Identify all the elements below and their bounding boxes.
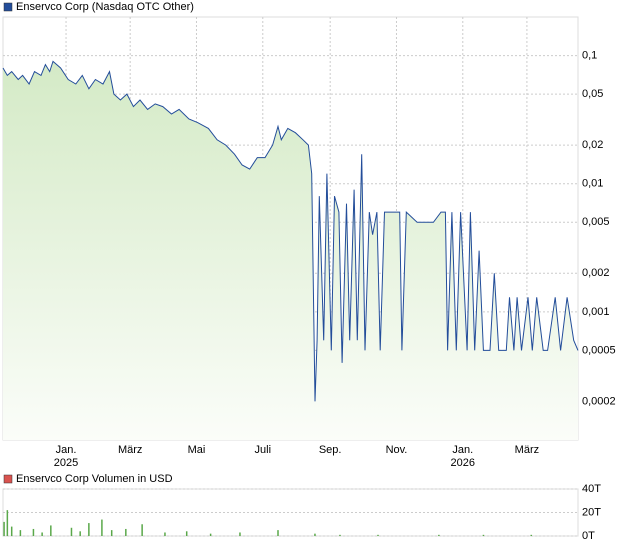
volume-bar xyxy=(314,533,316,536)
volume-bar xyxy=(239,532,241,536)
y-tick-label: 0T xyxy=(582,530,595,542)
volume-bar xyxy=(101,519,103,536)
plot-area xyxy=(2,488,579,537)
y-tick-label: 0,0005 xyxy=(582,344,616,356)
y-tick-label: 0,01 xyxy=(582,178,603,190)
volume-bar xyxy=(70,527,73,536)
volume-bar xyxy=(10,526,13,536)
volume-bar xyxy=(530,534,533,536)
volume-bar xyxy=(6,510,9,536)
y-tick-label: 0,001 xyxy=(582,306,610,318)
y-tick-label: 0,02 xyxy=(582,139,603,151)
volume-bar xyxy=(482,534,485,536)
x-year-label: 2025 xyxy=(54,457,78,469)
volume-bar xyxy=(185,531,188,536)
x-tick-label: Nov. xyxy=(386,444,408,456)
x-tick-label: Jan. xyxy=(452,444,473,456)
x-year-label: 2026 xyxy=(451,457,475,469)
x-tick-label: März xyxy=(515,444,539,456)
x-tick-label: Juli xyxy=(255,444,272,456)
y-tick-label: 0,002 xyxy=(582,267,610,279)
volume-bar xyxy=(50,525,52,536)
volume-bar xyxy=(209,533,212,536)
volume-bar xyxy=(19,530,22,536)
y-tick-label: 40T xyxy=(582,483,601,495)
legend-label: Enservco Corp Volumen in USD xyxy=(16,473,173,485)
price-line xyxy=(2,60,579,402)
y-tick-label: 0,05 xyxy=(582,88,603,100)
volume-bar xyxy=(125,528,127,536)
legend-label: Enservco Corp (Nasdaq OTC Other) xyxy=(16,1,194,13)
legend-swatch xyxy=(3,2,13,12)
volume-bar xyxy=(277,530,279,536)
x-tick-label: Sep. xyxy=(319,444,342,456)
volume-bar xyxy=(164,532,166,536)
volume-bar xyxy=(79,531,81,536)
y-tick-label: 0,0002 xyxy=(582,395,616,407)
volume-bar xyxy=(438,534,440,536)
x-tick-label: Mai xyxy=(188,444,206,456)
volume-bar xyxy=(377,534,379,536)
volume-bar xyxy=(88,523,90,536)
volume-bar xyxy=(32,528,35,536)
volume-bar xyxy=(110,530,113,536)
y-tick-label: 20T xyxy=(582,506,601,518)
volume-bar xyxy=(3,521,5,536)
volume-bar xyxy=(339,534,341,536)
area-fill xyxy=(3,61,578,441)
volume-bar xyxy=(41,532,43,536)
y-tick-label: 0,1 xyxy=(582,49,597,61)
y-tick-label: 0,005 xyxy=(582,216,610,228)
volume-bar xyxy=(141,524,143,536)
legend-swatch xyxy=(3,474,13,484)
x-tick-label: Jan. xyxy=(56,444,77,456)
x-tick-label: März xyxy=(118,444,142,456)
